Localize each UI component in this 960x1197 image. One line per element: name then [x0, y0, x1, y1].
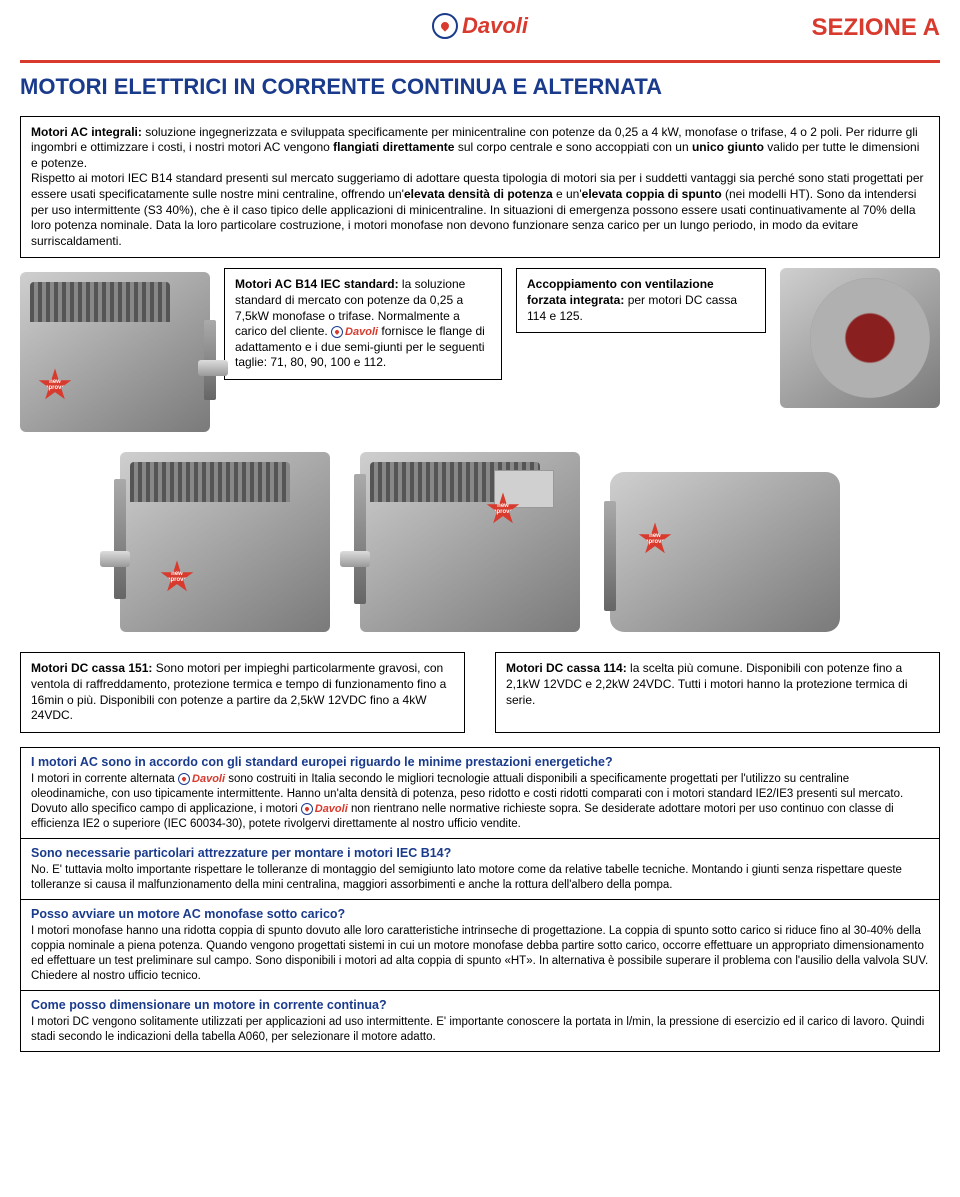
faq-question: I motori AC sono in accordo con gli stan… [31, 754, 929, 770]
b14-text: Motori AC B14 IEC standard: la soluzione… [235, 277, 491, 371]
motor-image-dc151: new improved [120, 452, 330, 632]
badge-new-improved: new improved [38, 368, 72, 402]
inline-logo-icon: Davoli [178, 772, 225, 786]
faq-item: Posso avviare un motore AC monofase sott… [21, 900, 939, 991]
faq-answer: I motori DC vengono solitamente utilizza… [31, 1015, 929, 1045]
box-ac-integrali: Motori AC integrali: soluzione ingegneri… [20, 116, 940, 259]
box-dc151: Motori DC cassa 151: Sono motori per imp… [20, 652, 465, 732]
page-header: Davoli SEZIONE A [20, 12, 940, 56]
logo-mark-icon [432, 13, 458, 39]
header-rule [20, 60, 940, 63]
section-label: SEZIONE A [812, 12, 940, 43]
vent-text: Accoppiamento con ventilazione forzata i… [527, 277, 755, 324]
box-dc114: Motori DC cassa 114: la scelta più comun… [495, 652, 940, 732]
dc151-text: Motori DC cassa 151: Sono motori per imp… [31, 661, 454, 723]
badge-new-improved: new improved [160, 560, 194, 594]
faq-question: Sono necessarie particolari attrezzature… [31, 845, 929, 861]
inline-logo-icon: Davoli [301, 802, 348, 816]
faq-item: Sono necessarie particolari attrezzature… [21, 839, 939, 900]
brand-name: Davoli [462, 12, 528, 41]
page-title: MOTORI ELETTRICI IN CORRENTE CONTINUA E … [20, 73, 940, 102]
box-ventilazione: Accoppiamento con ventilazione forzata i… [516, 268, 766, 333]
motor-image-ac-integral: new improved [20, 272, 210, 432]
faq-answer: I motori monofase hanno una ridotta copp… [31, 924, 929, 984]
faq-item: I motori AC sono in accordo con gli stan… [21, 748, 939, 839]
faq-question: Posso avviare un motore AC monofase sott… [31, 906, 929, 922]
faq-question: Come posso dimensionare un motore in cor… [31, 997, 929, 1013]
faq-item: Come posso dimensionare un motore in cor… [21, 991, 939, 1051]
faq-answer: No. E' tuttavia molto importante rispett… [31, 863, 929, 893]
faq-container: I motori AC sono in accordo con gli stan… [20, 747, 940, 1053]
row-motors-gallery: new improved new improved new improved [20, 442, 940, 632]
brand-logo: Davoli [432, 12, 528, 41]
motor-image-ventilated [780, 268, 940, 408]
motor-image-ac-b14: new improved [360, 452, 580, 632]
motor-image-dc114: new improved [610, 472, 840, 632]
badge-new-improved: new improved [638, 522, 672, 556]
main-paragraph: Motori AC integrali: soluzione ingegneri… [31, 125, 929, 250]
inline-logo-icon: Davoli [331, 325, 378, 339]
row-b14-vent: new improved Motori AC B14 IEC standard:… [20, 268, 940, 432]
faq-answer: I motori in corrente alternata Davoli so… [31, 772, 929, 832]
dc114-text: Motori DC cassa 114: la scelta più comun… [506, 661, 929, 708]
row-dc-boxes: Motori DC cassa 151: Sono motori per imp… [20, 652, 940, 732]
lead-bold: Motori AC integrali: [31, 125, 142, 139]
box-ac-b14: Motori AC B14 IEC standard: la soluzione… [224, 268, 502, 380]
